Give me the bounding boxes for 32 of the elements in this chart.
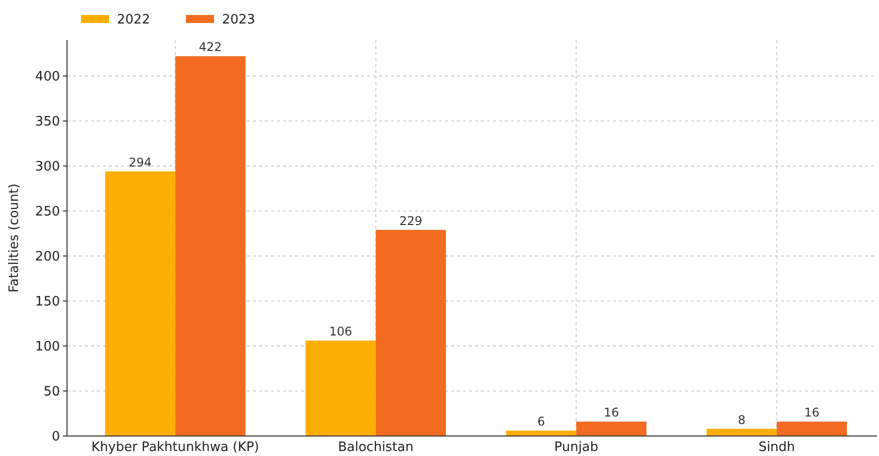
bar — [105, 171, 176, 436]
y-tick-label: 250 — [35, 204, 60, 220]
legend-label: 2022 — [117, 12, 150, 28]
y-tick-label: 300 — [35, 160, 60, 175]
bar — [376, 230, 446, 436]
bar — [776, 422, 847, 436]
bar — [175, 56, 246, 436]
legend-label: 2023 — [222, 12, 256, 28]
data-label: 229 — [399, 214, 422, 228]
bar — [706, 428, 777, 436]
data-label: 16 — [804, 406, 820, 420]
y-tick-label: 200 — [35, 250, 60, 265]
y-tick-label: 350 — [35, 114, 60, 130]
y-tick-label: 0 — [52, 430, 60, 445]
y-tick-label: 150 — [35, 294, 60, 310]
data-label: 16 — [604, 406, 619, 420]
bar — [306, 340, 376, 436]
x-tick-label: Khyber Pakhtunkhwa (KP) — [91, 440, 260, 455]
data-label: 8 — [738, 412, 746, 427]
x-tick-label: Punjab — [554, 440, 598, 455]
data-label: 106 — [329, 324, 352, 339]
bar — [506, 430, 576, 436]
data-label: 422 — [198, 40, 222, 54]
x-tick-label: Balochistan — [338, 440, 414, 455]
data-label: 6 — [537, 414, 545, 429]
y-tick-label: 50 — [43, 384, 60, 400]
bar — [576, 422, 646, 436]
y-tick-label: 400 — [35, 70, 60, 85]
x-tick-label: Sindh — [758, 440, 796, 455]
data-label: 294 — [128, 155, 152, 170]
y-tick-label: 100 — [35, 340, 60, 355]
y-axis-title: Fatalities (count) — [7, 184, 22, 292]
